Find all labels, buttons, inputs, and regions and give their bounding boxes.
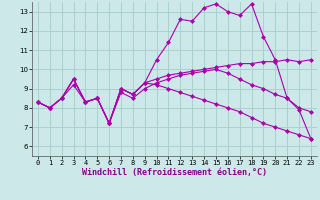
X-axis label: Windchill (Refroidissement éolien,°C): Windchill (Refroidissement éolien,°C) — [82, 168, 267, 177]
